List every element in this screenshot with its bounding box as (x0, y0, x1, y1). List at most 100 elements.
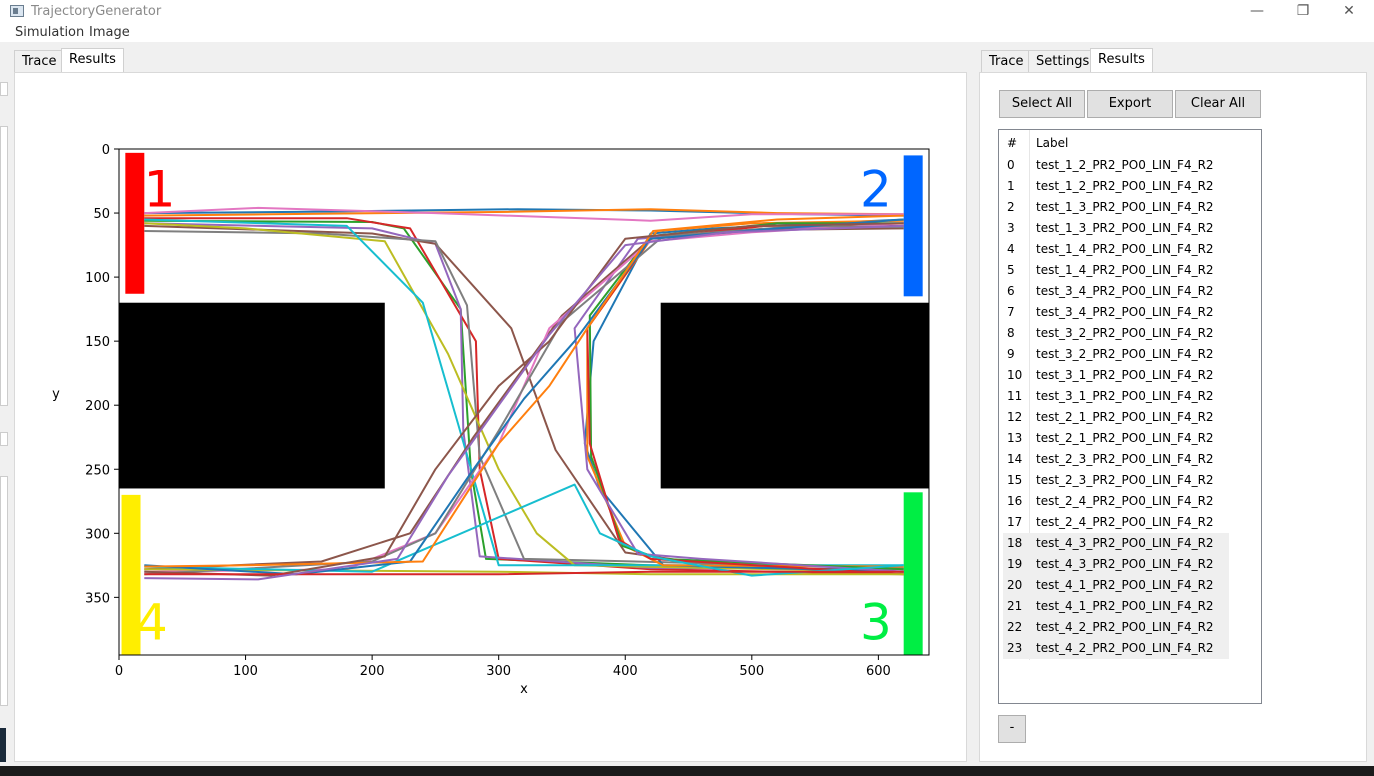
row-index: 15 (1007, 473, 1023, 487)
close-icon[interactable]: ✕ (1343, 3, 1355, 19)
row-index: 9 (1007, 347, 1015, 361)
x-tick-label: 0 (115, 664, 123, 679)
list-item[interactable]: 4 test_1_4_PR2_PO0_LIN_F4_R2 (1003, 239, 1229, 260)
row-index: 21 (1007, 599, 1023, 613)
y-tick-label: 250 (85, 463, 110, 478)
zone-label: 3 (860, 594, 892, 652)
tab-trace-right[interactable]: Trace (981, 50, 1032, 72)
tab-results-left[interactable]: Results (61, 48, 124, 73)
trajectory-line (144, 206, 904, 222)
list-item[interactable]: 21 test_4_1_PR2_PO0_LIN_F4_R2 (1003, 596, 1229, 617)
list-item[interactable]: 6 test_3_4_PR2_PO0_LIN_F4_R2 (1003, 281, 1229, 302)
trajectory-line (586, 224, 904, 576)
row-label: test_2_4_PR2_PO0_LIN_F4_R2 (1036, 515, 1214, 529)
zone-bar (903, 155, 923, 297)
row-label: test_3_2_PR2_PO0_LIN_F4_R2 (1036, 347, 1214, 361)
clear-all-button[interactable]: Clear All (1175, 90, 1261, 118)
remove-button[interactable]: - (998, 715, 1026, 743)
list-item[interactable]: 9 test_3_2_PR2_PO0_LIN_F4_R2 (1003, 344, 1229, 365)
menu-simulation[interactable]: Simulation (15, 25, 85, 40)
trajectory-line (144, 214, 904, 568)
dock-close-icon[interactable] (0, 432, 8, 446)
row-label: test_1_2_PR2_PO0_LIN_F4_R2 (1036, 158, 1214, 172)
row-label: test_1_2_PR2_PO0_LIN_F4_R2 (1036, 179, 1214, 193)
zone-label: 1 (144, 161, 176, 219)
trajectory-line (144, 218, 904, 567)
row-index: 14 (1007, 452, 1023, 466)
list-item[interactable]: 2 test_1_3_PR2_PO0_LIN_F4_R2 (1003, 197, 1229, 218)
trajectory-line (586, 219, 904, 568)
row-label: test_4_3_PR2_PO0_LIN_F4_R2 (1036, 536, 1214, 550)
list-item[interactable]: 17 test_2_4_PR2_PO0_LIN_F4_R2 (1003, 512, 1229, 533)
row-index: 13 (1007, 431, 1023, 445)
header-index[interactable]: # (1007, 136, 1018, 150)
restore-icon[interactable]: ❐ (1296, 3, 1310, 19)
list-item[interactable]: 3 test_1_3_PR2_PO0_LIN_F4_R2 (1003, 218, 1229, 239)
list-item[interactable]: 5 test_1_4_PR2_PO0_LIN_F4_R2 (1003, 260, 1229, 281)
dock-close-icon[interactable] (0, 82, 8, 96)
tab-settings-right[interactable]: Settings (1028, 50, 1098, 72)
list-item[interactable]: 1 test_1_2_PR2_PO0_LIN_F4_R2 (1003, 176, 1229, 197)
row-index: 20 (1007, 578, 1023, 592)
zone-bar (903, 492, 923, 655)
minimize-icon[interactable]: — (1250, 3, 1264, 19)
row-index: 10 (1007, 368, 1023, 382)
column-divider (1029, 130, 1030, 660)
list-item[interactable]: 19 test_4_3_PR2_PO0_LIN_F4_R2 (1003, 554, 1229, 575)
row-index: 22 (1007, 620, 1023, 634)
row-label: test_3_1_PR2_PO0_LIN_F4_R2 (1036, 389, 1214, 403)
row-label: test_2_4_PR2_PO0_LIN_F4_R2 (1036, 494, 1214, 508)
row-index: 4 (1007, 242, 1015, 256)
menu-image[interactable]: Image (89, 25, 130, 40)
taskbar-strip (0, 766, 1374, 776)
row-label: test_2_1_PR2_PO0_LIN_F4_R2 (1036, 431, 1214, 445)
export-button[interactable]: Export (1087, 90, 1173, 118)
row-index: 8 (1007, 326, 1015, 340)
row-label: test_3_4_PR2_PO0_LIN_F4_R2 (1036, 284, 1214, 298)
list-item[interactable]: 23 test_4_2_PR2_PO0_LIN_F4_R2 (1003, 638, 1229, 659)
obstacle (660, 302, 929, 489)
list-item[interactable]: 12 test_2_1_PR2_PO0_LIN_F4_R2 (1003, 407, 1229, 428)
zone-bar (121, 494, 141, 655)
list-item[interactable]: 22 test_4_2_PR2_PO0_LIN_F4_R2 (1003, 617, 1229, 638)
select-all-button[interactable]: Select All (999, 90, 1085, 118)
app-icon (10, 5, 24, 17)
header-label[interactable]: Label (1036, 136, 1069, 150)
zone-label: 4 (136, 594, 168, 652)
list-item[interactable]: 10 test_3_1_PR2_PO0_LIN_F4_R2 (1003, 365, 1229, 386)
row-label: test_1_3_PR2_PO0_LIN_F4_R2 (1036, 221, 1214, 235)
results-list[interactable]: # Label 0 test_1_2_PR2_PO0_LIN_F4_R2 1 test… (998, 129, 1262, 704)
tab-trace-left[interactable]: Trace (14, 50, 65, 72)
y-axis-label: y (52, 387, 60, 402)
list-item[interactable]: 0 test_1_2_PR2_PO0_LIN_F4_R2 (1003, 155, 1229, 176)
list-header: # Label (999, 130, 1229, 154)
list-item[interactable]: 7 test_3_4_PR2_PO0_LIN_F4_R2 (1003, 302, 1229, 323)
row-label: test_4_2_PR2_PO0_LIN_F4_R2 (1036, 641, 1214, 655)
x-tick-label: 100 (233, 664, 258, 679)
list-item[interactable]: 18 test_4_3_PR2_PO0_LIN_F4_R2 (1003, 533, 1229, 554)
list-item[interactable]: 8 test_3_2_PR2_PO0_LIN_F4_R2 (1003, 323, 1229, 344)
row-index: 16 (1007, 494, 1023, 508)
row-label: test_2_1_PR2_PO0_LIN_F4_R2 (1036, 410, 1214, 424)
row-label: test_1_4_PR2_PO0_LIN_F4_R2 (1036, 263, 1214, 277)
y-tick-label: 200 (85, 399, 110, 414)
tab-results-right[interactable]: Results (1090, 48, 1153, 73)
row-index: 18 (1007, 536, 1023, 550)
row-index: 3 (1007, 221, 1015, 235)
list-item[interactable]: 14 test_2_3_PR2_PO0_LIN_F4_R2 (1003, 449, 1229, 470)
row-index: 17 (1007, 515, 1023, 529)
list-item[interactable]: 15 test_2_3_PR2_PO0_LIN_F4_R2 (1003, 470, 1229, 491)
y-tick-label: 300 (85, 527, 110, 542)
trajectory-line (144, 570, 904, 576)
list-item[interactable]: 11 test_3_1_PR2_PO0_LIN_F4_R2 (1003, 386, 1229, 407)
row-index: 11 (1007, 389, 1023, 403)
row-index: 1 (1007, 179, 1015, 193)
row-label: test_3_1_PR2_PO0_LIN_F4_R2 (1036, 368, 1214, 382)
row-label: test_4_2_PR2_PO0_LIN_F4_R2 (1036, 620, 1214, 634)
x-tick-label: 600 (866, 664, 891, 679)
y-tick-label: 350 (85, 591, 110, 606)
list-item[interactable]: 20 test_4_1_PR2_PO0_LIN_F4_R2 (1003, 575, 1229, 596)
list-item[interactable]: 13 test_2_1_PR2_PO0_LIN_F4_R2 (1003, 428, 1229, 449)
list-item[interactable]: 16 test_2_4_PR2_PO0_LIN_F4_R2 (1003, 491, 1229, 512)
